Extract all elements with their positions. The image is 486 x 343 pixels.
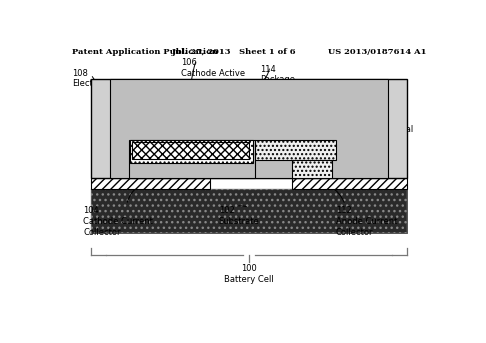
Text: 104
Cathode Current
Collector: 104 Cathode Current Collector (84, 206, 153, 237)
Bar (255, 140, 336, 160)
Text: 112
Anode Current
Collector: 112 Anode Current Collector (336, 206, 397, 237)
Text: Jul. 25, 2013   Sheet 1 of 6: Jul. 25, 2013 Sheet 1 of 6 (172, 48, 296, 56)
Bar (293, 160, 332, 178)
Text: Patent Application Publication: Patent Application Publication (72, 48, 218, 56)
Bar (91, 79, 407, 178)
Text: 110
Anode
Active
Material: 110 Anode Active Material (379, 94, 413, 134)
Text: 114
Package: 114 Package (260, 65, 295, 84)
Text: US 2013/0187614 A1: US 2013/0187614 A1 (328, 48, 426, 56)
Bar (130, 140, 253, 163)
Text: 106
Cathode Active
Material: 106 Cathode Active Material (181, 58, 245, 88)
Bar (91, 178, 209, 189)
Text: 100
Battery Cell: 100 Battery Cell (224, 264, 274, 284)
Bar (91, 189, 407, 233)
Text: 108
Electrolyte: 108 Electrolyte (72, 69, 117, 88)
Bar (128, 140, 255, 178)
Bar (132, 142, 249, 159)
Bar (110, 79, 388, 178)
Bar (91, 189, 407, 233)
Text: 102
Substrate: 102 Substrate (219, 206, 260, 226)
Bar (293, 178, 407, 189)
